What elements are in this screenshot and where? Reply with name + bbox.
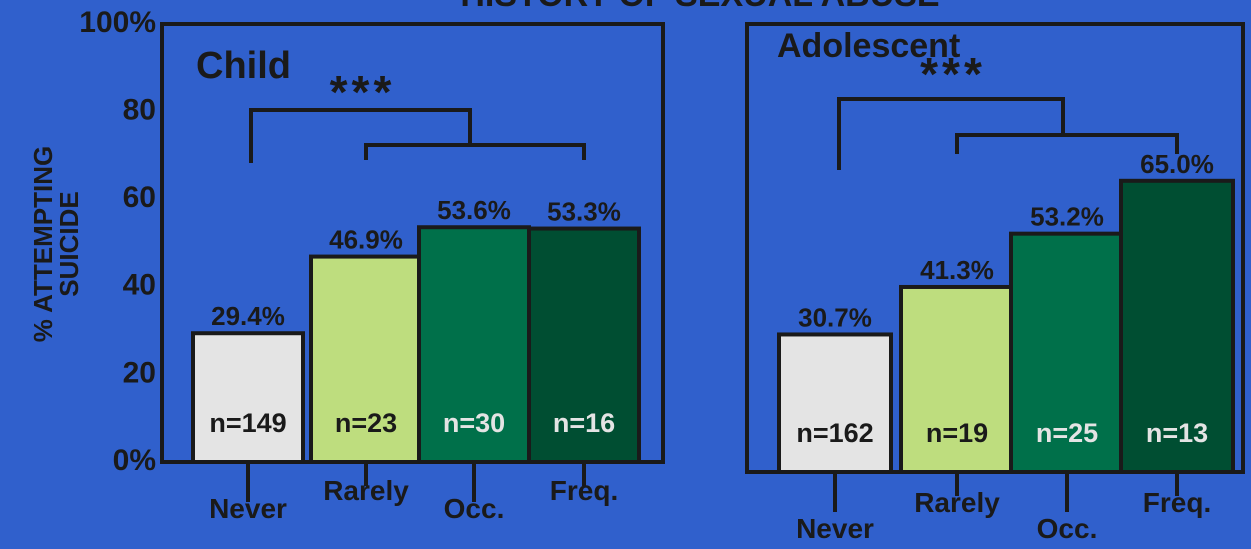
significance-marker: *** <box>330 66 396 118</box>
bar-value-label: 53.6% <box>437 195 511 225</box>
bar-n-label: n=30 <box>443 408 505 438</box>
bar-occ <box>417 225 531 464</box>
category-label: Rarely <box>323 475 409 506</box>
chart-title: HISTORY OF SEXUAL ABUSE <box>460 0 939 14</box>
panel-title: Adolescent <box>777 27 960 65</box>
panel-adolescent: Adolescent*** 30.7% n=162 Never 41.3% n=19 Rar… <box>745 22 1245 544</box>
significance-marker: *** <box>920 48 986 100</box>
y-tick-label: 80 <box>123 94 156 127</box>
category-label: Freq. <box>550 475 618 506</box>
bar-n-label: n=16 <box>553 408 615 438</box>
category-label: Freq. <box>1143 487 1211 518</box>
bar-value-label: 53.3% <box>547 197 621 227</box>
y-tick-label: 100% <box>79 6 156 39</box>
significance-bracket-outer <box>249 108 472 163</box>
y-tick-label: 40 <box>123 269 156 302</box>
category-label: Occ. <box>1037 513 1098 544</box>
bar-n-label: n=162 <box>796 418 873 448</box>
y-tick-label: 0% <box>113 444 156 477</box>
category-label: Never <box>209 493 287 524</box>
bar-n-label: n=25 <box>1036 418 1098 448</box>
bar-freq <box>1119 178 1235 475</box>
panel-title: Child <box>196 45 291 87</box>
y-tick-label: 60 <box>123 181 156 214</box>
category-label: Never <box>796 513 874 544</box>
y-axis-label-line2: SUICIDE <box>54 191 84 296</box>
bar-n-label: n=149 <box>209 408 286 438</box>
bar-rarely <box>899 284 1015 475</box>
y-tick-label: 20 <box>123 356 156 389</box>
bar-value-label: 41.3% <box>920 255 994 285</box>
category-label: Rarely <box>914 487 1000 518</box>
significance-bracket-inner <box>955 133 1179 154</box>
significance-bracket-outer <box>837 97 1065 170</box>
category-label: Occ. <box>444 493 505 524</box>
bar-n-label: n=19 <box>926 418 988 448</box>
bar-value-label: 65.0% <box>1140 149 1214 179</box>
bar-value-label: 30.7% <box>798 302 872 332</box>
bar-value-label: 29.4% <box>211 301 285 331</box>
bar-value-label: 46.9% <box>329 225 403 255</box>
bar-n-label: n=13 <box>1146 418 1208 448</box>
bar-never <box>191 331 305 464</box>
bar-occ <box>1009 231 1125 474</box>
panel-child: Child *** 29.4% n=149 Never 46.9% n=23 Rarely 53… <box>160 22 665 524</box>
y-axis-ticks: 100% 80 60 40 20 0% <box>79 6 156 477</box>
bar-never <box>777 332 893 474</box>
y-axis-label-line1: % ATTEMPTING <box>28 146 58 342</box>
bar-value-label: 53.2% <box>1030 202 1104 232</box>
y-axis-label: % ATTEMPTING SUICIDE <box>28 146 84 342</box>
bar-freq <box>527 226 641 464</box>
bar-n-label: n=23 <box>335 408 397 438</box>
significance-bracket-inner <box>364 143 586 160</box>
